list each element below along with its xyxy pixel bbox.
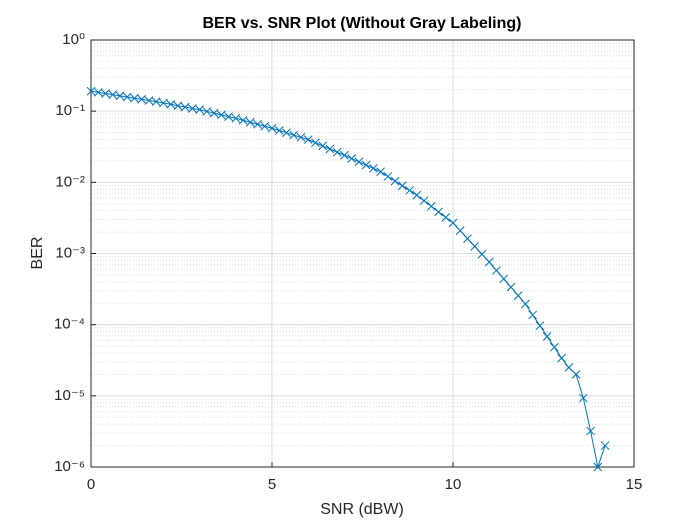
marker (586, 426, 595, 436)
marker (166, 99, 175, 109)
marker (535, 321, 545, 331)
marker (151, 97, 161, 107)
marker (267, 123, 277, 133)
marker (463, 234, 472, 243)
x-tick-label: 10 (445, 476, 462, 493)
marker (419, 196, 429, 206)
marker (101, 89, 110, 98)
marker (289, 130, 299, 140)
marker (492, 266, 501, 275)
marker (412, 190, 422, 200)
marker (260, 121, 270, 131)
marker (470, 242, 480, 251)
marker (361, 160, 371, 170)
marker (245, 117, 255, 127)
marker (506, 282, 516, 292)
marker (282, 128, 291, 138)
y-tick-label: 10⁻⁶ (54, 458, 85, 475)
x-axis-label: SNR (dBW) (320, 501, 404, 518)
marker (318, 141, 328, 151)
marker (528, 310, 537, 320)
marker (578, 393, 588, 403)
marker (108, 90, 118, 99)
y-axis-label: BER (29, 237, 46, 270)
marker (93, 87, 103, 97)
marker (86, 86, 96, 96)
y-tick-label: 10⁻⁴ (54, 316, 85, 333)
marker (571, 370, 581, 379)
marker (122, 92, 132, 102)
y-tick-label: 10⁻² (55, 173, 85, 190)
y-tick-label: 10⁰ (62, 31, 85, 48)
marker (477, 249, 487, 259)
marker (202, 107, 212, 116)
marker (448, 218, 458, 228)
marker (144, 96, 154, 105)
marker (216, 110, 226, 120)
marker (325, 144, 335, 154)
marker (195, 105, 204, 115)
marker (600, 441, 610, 450)
marker (376, 167, 385, 177)
marker (296, 132, 306, 142)
marker (441, 213, 451, 222)
chart-title: BER vs. SNR Plot (Without Gray Labeling) (203, 15, 522, 32)
marker (347, 154, 356, 163)
marker (354, 157, 364, 167)
marker (340, 150, 349, 160)
marker (303, 135, 313, 144)
marker (332, 147, 342, 157)
marker (231, 113, 241, 123)
marker (159, 98, 168, 108)
marker (180, 102, 190, 112)
marker (513, 291, 523, 300)
marker (383, 172, 393, 181)
y-tick-label: 10⁻⁵ (54, 387, 85, 404)
y-tick-label: 10⁻³ (55, 244, 85, 261)
x-tick-label: 0 (87, 476, 95, 493)
marker (173, 101, 183, 111)
marker (188, 104, 197, 113)
marker (542, 332, 552, 341)
marker (390, 176, 400, 186)
marker (238, 115, 248, 125)
marker (209, 108, 219, 118)
y-tick-label: 10⁻¹ (55, 102, 85, 119)
marker (137, 94, 147, 104)
marker (426, 201, 436, 211)
marker (274, 126, 284, 135)
x-tick-label: 15 (626, 476, 643, 493)
marker (550, 342, 559, 352)
marker (557, 353, 566, 363)
marker (224, 112, 233, 121)
marker (455, 226, 465, 236)
marker (130, 93, 139, 103)
marker (484, 257, 494, 267)
marker (369, 164, 378, 173)
marker (405, 186, 414, 195)
marker (564, 363, 574, 372)
axes-box (90, 39, 635, 468)
marker (397, 181, 407, 191)
marker (499, 274, 509, 284)
marker (311, 138, 320, 148)
marker (115, 91, 125, 101)
marker (521, 299, 530, 309)
marker (253, 119, 262, 129)
marker (434, 207, 443, 217)
marker (593, 462, 603, 472)
x-tick-label: 5 (268, 476, 276, 493)
